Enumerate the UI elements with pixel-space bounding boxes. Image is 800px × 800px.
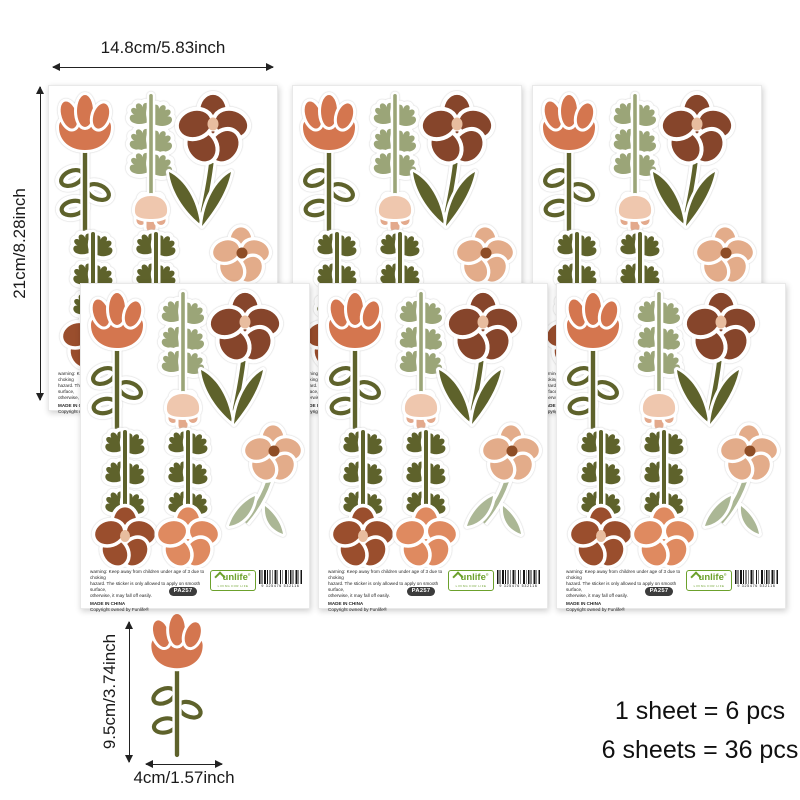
- funlife-logo: unlife ® LIVING FOR LIFE: [686, 570, 732, 591]
- tulip-sticker: [566, 293, 621, 438]
- tulip-sticker: [542, 95, 597, 240]
- tulip-sticker: [328, 293, 383, 438]
- logo-registered-icon: ®: [723, 573, 727, 577]
- leafy-brown-flower-sticker: [92, 427, 158, 568]
- logo-text: unlife: [222, 572, 248, 584]
- barcode-bars-icon: [259, 570, 302, 584]
- bell-flower-sticker: [395, 289, 447, 433]
- logo-tagline: LIVING FOR LIFE: [693, 584, 725, 588]
- logo-row: unlife ®: [689, 571, 727, 584]
- pack-info-line1: 1 sheet = 6 pcs: [614, 697, 786, 725]
- arrowhead-top: [125, 621, 134, 629]
- bell-flower-sticker: [633, 289, 685, 433]
- brown-flower-sticker: [650, 95, 735, 229]
- sku-badge: PA257: [407, 587, 435, 596]
- sku-badge: PA257: [645, 587, 673, 596]
- arrowhead-left: [52, 63, 60, 72]
- leafy-salmon-flower-sticker: [631, 427, 697, 568]
- made-in-text: MADE IN CHINA: [328, 600, 364, 606]
- leafy-brown-flower-sticker: [568, 427, 634, 568]
- barcode-digits: 9 325476 532116: [737, 583, 776, 588]
- bell-flower-sticker: [369, 91, 421, 235]
- logo-row: unlife ®: [451, 571, 489, 584]
- warning-text: warning: Keep away from children under a…: [566, 569, 681, 599]
- pack-info: 1 sheet = 6 pcs 6 sheets = 36 pcs: [590, 692, 800, 770]
- brown-flower-sticker: [436, 293, 521, 427]
- peach-flower-sticker: [226, 425, 304, 537]
- logo-registered-icon: ®: [485, 573, 489, 577]
- sheet-height-dimension-label: 21cm/8.28inch: [10, 188, 29, 299]
- barcode: 9 325476 532116: [497, 570, 540, 590]
- tulip-sticker: [302, 95, 357, 240]
- barcode: 9 325476 532116: [735, 570, 778, 590]
- arrowhead-bottom: [36, 393, 45, 401]
- sku-badge: PA257: [169, 587, 197, 596]
- copyright-text: Copyright owned by Funlife®: [328, 606, 388, 612]
- pack-info-line2: 6 sheets = 36 pcs: [601, 736, 799, 764]
- logo-row: unlife ®: [213, 571, 251, 584]
- bell-flower-sticker: [125, 91, 177, 235]
- sheet-flowers: [81, 284, 309, 568]
- sticker-sheet: warning: Keep away from children under a…: [318, 283, 548, 612]
- flower-width-dimension-arrow: [145, 760, 223, 769]
- arrowhead-top: [36, 86, 45, 94]
- sticker-sheet: warning: Keep away from children under a…: [80, 283, 310, 612]
- arrowhead-bottom: [125, 755, 134, 763]
- arrowhead-right: [215, 760, 223, 769]
- sheet-width-dimension-label: 14.8cm/5.83inch: [100, 38, 226, 57]
- arrowhead-right: [266, 63, 274, 72]
- sheet-footer: warning: Keep away from children under a…: [557, 566, 785, 612]
- tulip-sticker: [90, 293, 145, 438]
- barcode-digits: 9 325476 532116: [261, 583, 300, 588]
- made-in-text: MADE IN CHINA: [566, 600, 602, 606]
- barcode: 9 325476 532116: [259, 570, 302, 590]
- logo-tagline: LIVING FOR LIFE: [455, 584, 487, 588]
- sheet-footer: warning: Keep away from children under a…: [319, 566, 547, 612]
- peach-flower-sticker: [702, 425, 780, 537]
- leafy-brown-flower-sticker: [330, 427, 396, 568]
- bell-flower-sticker: [157, 289, 209, 433]
- warning-block: warning: Keep away from children under a…: [90, 569, 210, 613]
- warning-text: warning: Keep away from children under a…: [90, 569, 205, 599]
- sheet-footer: warning: Keep away from children under a…: [81, 566, 309, 612]
- tulip-sticker: [58, 95, 113, 240]
- flower-height-dimension-label: 9.5cm/3.74inch: [100, 633, 119, 750]
- brown-flower-sticker: [410, 95, 495, 229]
- funlife-logo: unlife ® LIVING FOR LIFE: [448, 570, 494, 591]
- flower-height-dimension-arrow: [125, 621, 134, 763]
- single-flower-sticker: [138, 612, 216, 762]
- made-in-text: MADE IN CHINA: [90, 600, 126, 606]
- brown-flower-sticker: [674, 293, 759, 427]
- logo-tagline: LIVING FOR LIFE: [217, 584, 249, 588]
- barcode-bars-icon: [497, 570, 540, 584]
- arrowhead-left: [145, 760, 153, 769]
- logo-registered-icon: ®: [247, 573, 251, 577]
- funlife-logo: unlife ® LIVING FOR LIFE: [210, 570, 256, 591]
- flower-width-dimension-label: 4cm/1.57inch: [133, 768, 235, 787]
- bell-flower-sticker: [609, 91, 661, 235]
- logo-text: unlife: [460, 572, 486, 584]
- leafy-salmon-flower-sticker: [155, 427, 221, 568]
- peach-flower-sticker: [464, 425, 542, 537]
- sheet-height-dimension-arrow: [36, 86, 45, 401]
- sheet-width-dimension-arrow: [52, 63, 274, 72]
- brown-flower-sticker: [198, 293, 283, 427]
- made-in-text: MADE IN CHINA: [58, 402, 94, 408]
- sticker-sheet: warning: Keep away from children under a…: [556, 283, 786, 612]
- brown-flower-sticker: [166, 95, 251, 229]
- copyright-text: Copyright owned by Funlife®: [566, 606, 626, 612]
- sheet-flowers: [319, 284, 547, 568]
- barcode-digits: 9 325476 532116: [499, 583, 538, 588]
- warning-text: warning: Keep away from children under a…: [328, 569, 443, 599]
- copyright-text: Copyright owned by Funlife®: [90, 606, 150, 612]
- leafy-salmon-flower-sticker: [393, 427, 459, 568]
- warning-block: warning: Keep away from children under a…: [566, 569, 686, 613]
- warning-block: warning: Keep away from children under a…: [328, 569, 448, 613]
- logo-text: unlife: [698, 572, 724, 584]
- sheet-flowers: [557, 284, 785, 568]
- barcode-bars-icon: [735, 570, 778, 584]
